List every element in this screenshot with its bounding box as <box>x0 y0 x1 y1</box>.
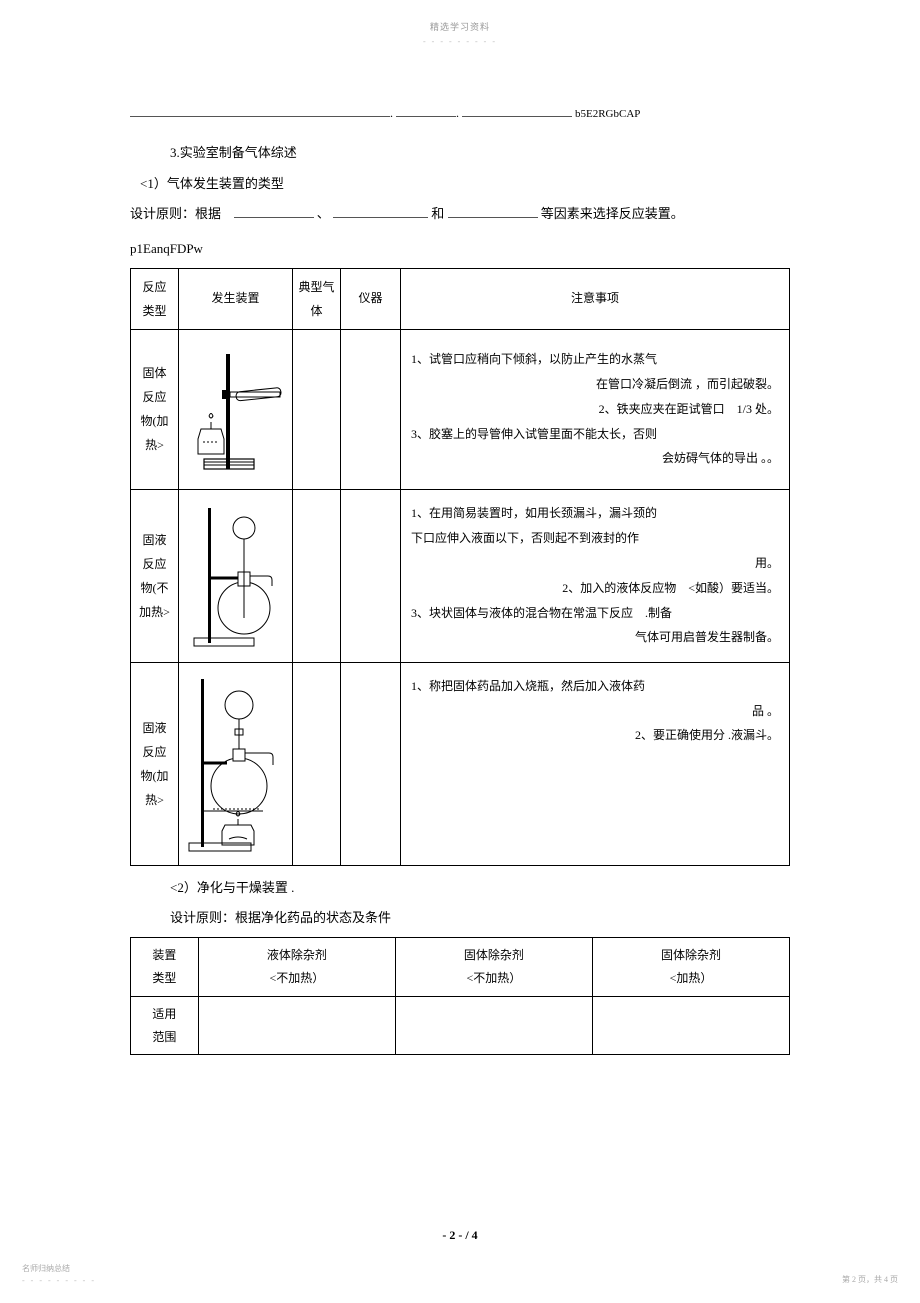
blank-underscore-2 <box>396 106 456 117</box>
apparatus-table: 反应类型 发生装置 典型气体 仪器 注意事项 固体反应物(加热> <box>130 268 790 866</box>
th-device: 发生装置 <box>179 268 293 329</box>
cell-instr-1 <box>341 329 401 489</box>
design-principle-line: 设计原则：根据 、 和 等因素来选择反应装置。 <box>130 202 790 227</box>
table-row: 固体反应物(加热> <box>131 329 790 489</box>
t2-c3a: 固体除杂剂 <box>597 944 785 967</box>
note: 1、在用简易装置时，如用长颈漏斗，漏斗颈的 <box>411 502 779 525</box>
footer-left: 名师归纳总结 - - - - - - - - - <box>22 1263 96 1285</box>
t2-blank-3 <box>592 996 789 1055</box>
apparatus-2 <box>183 496 288 656</box>
note: 1、试管口应稍向下倾斜，以防止产生的水蒸气 <box>411 348 779 371</box>
apparatus-solid-liquid-heat-icon <box>183 671 288 856</box>
note: 2、铁夹应夹在距试管口 1/3 处。 <box>411 398 779 421</box>
join-2: 和 <box>431 206 444 221</box>
blank-fill-1[interactable] <box>234 207 314 219</box>
note: 1、称把固体药品加入烧瓶，然后加入液体药 <box>411 675 779 698</box>
code-p1: p1EanqFDPw <box>130 237 790 262</box>
cell-gas-2 <box>293 489 341 662</box>
th-notes: 注意事项 <box>401 268 790 329</box>
blank-line-row: . . b5E2RGbCAP <box>130 106 790 121</box>
note: 3、块状固体与液体的混合物在常温下反应 .制备 <box>411 602 779 625</box>
purify-table: 装置类型 液体除杂剂 <不加热） 固体除杂剂 <不加热） 固体除杂剂 <加热） … <box>130 937 790 1055</box>
table-header-row: 反应类型 发生装置 典型气体 仪器 注意事项 <box>131 268 790 329</box>
cell-notes-2: 1、在用简易装置时，如用长颈漏斗，漏斗颈的 下口应伸入液面以下，否则起不到液封的… <box>401 489 790 662</box>
cell-instr-3 <box>341 662 401 865</box>
note: 在管口冷凝后倒流 ，而引起破裂。 <box>411 373 779 396</box>
cell-instr-2 <box>341 489 401 662</box>
apparatus-3 <box>183 669 288 859</box>
t2-c3b: <加热） <box>597 967 785 990</box>
page-number: - 2 - / 4 <box>0 1228 920 1243</box>
cell-type-2: 固液反应物(不加热> <box>131 489 179 662</box>
footer-left-text: 名师归纳总结 <box>22 1263 96 1274</box>
section-1-title: <1）气体发生装置的类型 <box>130 172 790 197</box>
footer-right: 第 2 页，共 4 页 <box>842 1274 898 1285</box>
note: 3、胶塞上的导管伸入试管里面不能太长，否则 <box>411 423 779 446</box>
join-1: 、 <box>317 206 330 221</box>
table-row: 装置类型 液体除杂剂 <不加热） 固体除杂剂 <不加热） 固体除杂剂 <加热） <box>131 938 790 997</box>
cell-notes-3: 1、称把固体药品加入烧瓶，然后加入液体药 品 。 2、要正确使用分 .液漏斗。 <box>401 662 790 865</box>
blank-underscore-1 <box>130 106 390 117</box>
table-row: 固液反应物(不加热> <box>131 489 790 662</box>
t2-blank-1 <box>198 996 395 1055</box>
blank-fill-3[interactable] <box>448 207 538 219</box>
design-tail: 等因素来选择反应装置。 <box>541 206 684 221</box>
t2-c2b: <不加热） <box>400 967 588 990</box>
cell-device-2 <box>179 489 293 662</box>
t2-blank-2 <box>395 996 592 1055</box>
th-gas: 典型气体 <box>293 268 341 329</box>
cell-type-3: 固液反应物(加热> <box>131 662 179 865</box>
apparatus-solid-heat-icon <box>186 344 286 474</box>
cell-device-1 <box>179 329 293 489</box>
t2-scope: 适用范围 <box>131 996 199 1055</box>
note: 2、要正确使用分 .液漏斗。 <box>411 724 779 747</box>
t2-c1b: <不加热） <box>203 967 391 990</box>
note: 会妨碍气体的导出 。。 <box>411 447 779 470</box>
t2-h-c2: 固体除杂剂 <不加热） <box>395 938 592 997</box>
th-type: 反应类型 <box>131 268 179 329</box>
section-3-title: 3.实验室制备气体综述 <box>130 141 790 166</box>
s2-title-text: <2）净化与干燥装置 <box>170 880 288 895</box>
cell-notes-1: 1、试管口应稍向下倾斜，以防止产生的水蒸气 在管口冷凝后倒流 ，而引起破裂。 2… <box>401 329 790 489</box>
cell-gas-1 <box>293 329 341 489</box>
t2-h-type: 装置类型 <box>131 938 199 997</box>
apparatus-1 <box>183 339 288 479</box>
design-prefix: 设计原则：根据 <box>130 206 221 221</box>
table-row: 固液反应物(加热> <box>131 662 790 865</box>
code-b5e2: b5E2RGbCAP <box>575 108 640 120</box>
t2-c2a: 固体除杂剂 <box>400 944 588 967</box>
note: 下口应伸入液面以下，否则起不到液封的作 <box>411 527 779 550</box>
note: 品 。 <box>411 700 779 723</box>
note: 用。 <box>411 552 779 575</box>
section-2-title: <2）净化与干燥装置 . <box>130 876 790 901</box>
t2-c1a: 液体除杂剂 <box>203 944 391 967</box>
t2-h-c1: 液体除杂剂 <不加热） <box>198 938 395 997</box>
blank-underscore-3 <box>462 106 572 117</box>
footer-left-dashes: - - - - - - - - - <box>22 1276 96 1285</box>
page-content: 精选学习资料 - - - - - - - - - . . b5E2RGbCAP … <box>0 0 920 1055</box>
apparatus-solid-liquid-noheat-icon <box>186 498 286 653</box>
blank-fill-2[interactable] <box>333 207 428 219</box>
note: 气体可用启普发生器制备。 <box>411 626 779 649</box>
th-instrument: 仪器 <box>341 268 401 329</box>
cell-gas-3 <box>293 662 341 865</box>
note: 2、加入的液体反应物 <如酸）要适当。 <box>411 577 779 600</box>
cell-device-3 <box>179 662 293 865</box>
cell-type-1: 固体反应物(加热> <box>131 329 179 489</box>
table-row: 适用范围 <box>131 996 790 1055</box>
section-2-sub: 设计原则：根据净化药品的状态及条件 <box>130 906 790 931</box>
top-header-text: 精选学习资料 <box>130 20 790 33</box>
top-header-dashes: - - - - - - - - - <box>130 37 790 46</box>
t2-h-c3: 固体除杂剂 <加热） <box>592 938 789 997</box>
